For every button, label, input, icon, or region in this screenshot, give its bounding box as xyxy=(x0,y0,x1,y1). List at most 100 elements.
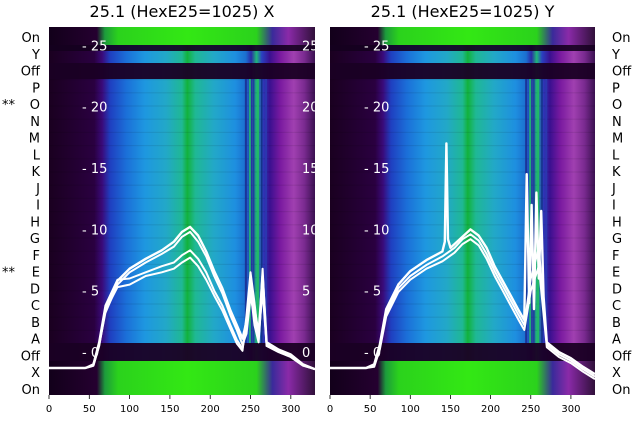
y-tick-label-right: 10 xyxy=(302,223,319,238)
heatmap-row-stripe xyxy=(49,277,315,279)
heatmap-row-stripe xyxy=(49,184,315,186)
heatmap-row-stripe xyxy=(330,250,595,252)
chart-title: 25.1 (HexE25=1025) Y xyxy=(371,2,555,21)
heatmap-row-stripe xyxy=(330,171,595,173)
row-label: On xyxy=(22,383,40,398)
row-label: H xyxy=(30,215,40,230)
y-tick-label: - 5 xyxy=(364,285,381,300)
row-label: O xyxy=(30,98,40,113)
x-tick-label: 200 xyxy=(481,404,500,415)
x-tick-label: 300 xyxy=(561,404,580,415)
row-label: C xyxy=(612,299,621,314)
heatmap-row-stripe xyxy=(330,224,595,226)
y-tick-label: - 15 xyxy=(82,162,107,177)
heatmap-row-stripe xyxy=(330,290,595,292)
row-label: J xyxy=(35,182,40,197)
x-tick-label: 250 xyxy=(521,404,540,415)
row-label: P xyxy=(612,81,620,96)
row-label: C xyxy=(31,299,40,314)
row-label: L xyxy=(33,148,41,163)
row-label: Y xyxy=(31,48,40,63)
heatmap-band-top xyxy=(49,27,315,45)
heatmap-streak xyxy=(537,79,540,343)
heatmap-streak xyxy=(252,79,255,343)
heatmap-band-off-bottom xyxy=(49,343,315,361)
heatmap-body xyxy=(49,27,315,395)
y-tick-label: - 0 xyxy=(364,346,381,361)
row-label: B xyxy=(612,316,621,331)
row-label: I xyxy=(612,199,616,214)
row-label: Y xyxy=(611,48,620,63)
y-tick-label: - 5 xyxy=(82,285,99,300)
heatmap-row-stripe xyxy=(330,197,595,199)
row-label: X xyxy=(31,366,40,381)
row-label: H xyxy=(612,215,622,230)
y-tick-label: - 10 xyxy=(82,223,107,238)
row-label: A xyxy=(612,333,621,348)
heatmap-row-stripe xyxy=(330,118,595,120)
heatmap-row-stripe xyxy=(49,329,315,331)
heatmap-row-stripe xyxy=(330,303,595,305)
x-tick-label: 300 xyxy=(281,404,300,415)
heatmap-row-stripe xyxy=(330,316,595,318)
row-label: D xyxy=(30,282,40,297)
x-tick-label: 100 xyxy=(401,404,420,415)
heatmap-row-stripe xyxy=(330,105,595,107)
series-line-4 xyxy=(49,256,316,371)
row-label: F xyxy=(33,249,40,264)
row-label: F xyxy=(612,249,619,264)
heatmap-row-stripe xyxy=(49,145,315,147)
row-label: On xyxy=(22,31,40,46)
row-label: M xyxy=(29,132,40,147)
chart-title: 25.1 (HexE25=1025) X xyxy=(90,2,275,21)
heatmap-streak xyxy=(529,79,532,343)
row-label: M xyxy=(612,132,623,147)
heatmap-row-stripe xyxy=(49,250,315,252)
series-line-1 xyxy=(330,142,596,376)
heatmap-row-stripe xyxy=(330,79,595,81)
heatmap-streak xyxy=(248,79,251,343)
x-tick-label: 150 xyxy=(441,404,460,415)
heatmap-row-stripe xyxy=(49,197,315,199)
row-label: E xyxy=(32,266,40,281)
row-label: A xyxy=(31,333,40,348)
heatmap-band-off-top xyxy=(49,63,315,79)
x-tick-label: 150 xyxy=(160,404,179,415)
row-label: Off xyxy=(21,65,41,80)
heatmap-row-stripe xyxy=(49,211,315,213)
heatmap-row-stripe xyxy=(49,92,315,94)
heatmap-row-stripe xyxy=(330,263,595,265)
x-tick-label: 100 xyxy=(120,404,139,415)
y-tick-label: - 25 xyxy=(364,39,389,54)
row-label: I xyxy=(36,199,40,214)
y-tick-label-right: 25 xyxy=(302,39,319,54)
heatmap-row-stripe xyxy=(49,158,315,160)
row-label: On xyxy=(612,31,630,46)
heatmap-gap xyxy=(330,45,595,51)
row-label: Off xyxy=(612,349,632,364)
x-tick-label: 0 xyxy=(327,404,333,415)
heatmap-row-stripe xyxy=(49,79,315,81)
row-label: L xyxy=(612,148,620,163)
heatmap-row-stripe xyxy=(330,277,595,279)
row-label: E xyxy=(612,266,620,281)
y-tick-label: - 10 xyxy=(364,223,389,238)
x-tick-label: 0 xyxy=(46,404,52,415)
x-tick-label: 250 xyxy=(241,404,260,415)
row-marker: ** xyxy=(2,266,16,281)
heatmap-gap xyxy=(49,45,315,51)
row-label: D xyxy=(612,282,622,297)
row-label: K xyxy=(31,165,40,180)
heatmap-row-stripe xyxy=(49,171,315,173)
y-tick-label-right: 20 xyxy=(302,101,319,116)
heatmap-row-stripe xyxy=(330,184,595,186)
heatmap-row-stripe xyxy=(49,224,315,226)
heatmap-row-stripe xyxy=(49,303,315,305)
heatmap-streak xyxy=(533,79,535,343)
y-tick-label-right: 15 xyxy=(302,162,319,177)
row-marker: ** xyxy=(2,98,16,113)
heatmap-row-stripe xyxy=(330,145,595,147)
heatmap-streak xyxy=(244,79,247,343)
heatmap-streak xyxy=(256,79,259,343)
